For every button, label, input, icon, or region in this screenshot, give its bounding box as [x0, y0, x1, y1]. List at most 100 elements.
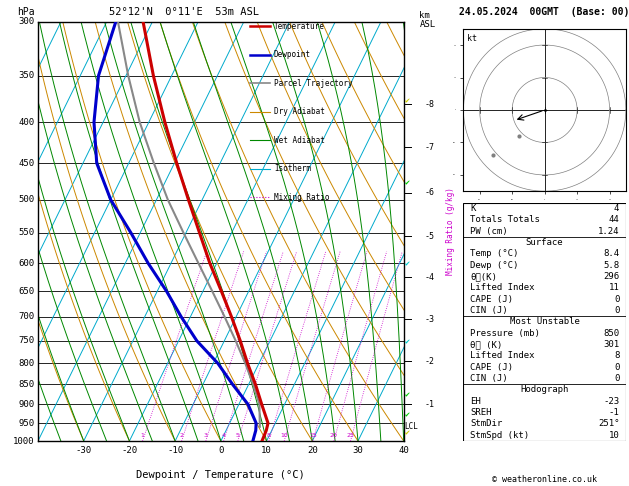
Text: 950: 950 — [19, 418, 35, 428]
Text: 450: 450 — [19, 158, 35, 168]
Text: ✔: ✔ — [404, 95, 409, 104]
Text: 800: 800 — [19, 359, 35, 368]
Text: -8: -8 — [425, 100, 435, 109]
Text: Hodograph: Hodograph — [520, 385, 569, 395]
Text: Lifted Index: Lifted Index — [470, 283, 535, 293]
Text: Dewpoint / Temperature (°C): Dewpoint / Temperature (°C) — [136, 470, 305, 480]
Text: 850: 850 — [19, 380, 35, 389]
Text: 24.05.2024  00GMT  (Base: 00): 24.05.2024 00GMT (Base: 00) — [459, 7, 629, 17]
Text: 40: 40 — [398, 446, 409, 455]
Text: 300: 300 — [19, 17, 35, 27]
Text: kt: kt — [467, 34, 477, 43]
Text: ✔: ✔ — [404, 390, 409, 399]
Text: Dewp (°C): Dewp (°C) — [470, 260, 518, 270]
Text: 10: 10 — [609, 431, 620, 440]
Text: 296: 296 — [603, 272, 620, 281]
Text: 350: 350 — [19, 71, 35, 80]
Text: 900: 900 — [19, 400, 35, 409]
Text: 0: 0 — [218, 446, 223, 455]
Text: Mixing Ratio (g/kg): Mixing Ratio (g/kg) — [447, 188, 455, 276]
Text: 3: 3 — [204, 433, 208, 438]
Text: Wet Adiabat: Wet Adiabat — [274, 136, 325, 145]
Text: 500: 500 — [19, 195, 35, 204]
Text: θᴇ (K): θᴇ (K) — [470, 340, 502, 349]
Text: 4: 4 — [614, 204, 620, 213]
Text: km: km — [420, 11, 430, 19]
Text: hPa: hPa — [17, 7, 35, 17]
Text: 5: 5 — [236, 433, 240, 438]
Text: 2: 2 — [180, 433, 184, 438]
Text: 20: 20 — [307, 446, 318, 455]
Text: 700: 700 — [19, 312, 35, 321]
Text: ASL: ASL — [420, 20, 435, 29]
Text: 650: 650 — [19, 287, 35, 295]
Text: 8: 8 — [267, 433, 271, 438]
Text: 400: 400 — [19, 118, 35, 127]
Text: 10: 10 — [281, 433, 288, 438]
Text: -5: -5 — [425, 232, 435, 241]
Text: -30: -30 — [75, 446, 92, 455]
Text: © weatheronline.co.uk: © weatheronline.co.uk — [492, 474, 597, 484]
Text: CIN (J): CIN (J) — [470, 306, 508, 315]
Text: EH: EH — [470, 397, 481, 406]
Text: 1000: 1000 — [13, 436, 35, 446]
Text: Temperature: Temperature — [274, 22, 325, 31]
Text: Isotherm: Isotherm — [274, 164, 311, 173]
Text: ✔: ✔ — [404, 428, 409, 437]
Text: Dry Adiabat: Dry Adiabat — [274, 107, 325, 116]
Text: 1: 1 — [141, 433, 145, 438]
Text: 5.8: 5.8 — [603, 260, 620, 270]
Text: 600: 600 — [19, 259, 35, 268]
Text: CAPE (J): CAPE (J) — [470, 363, 513, 372]
Text: 11: 11 — [609, 283, 620, 293]
Text: 44: 44 — [609, 215, 620, 225]
Text: θᴇ(K): θᴇ(K) — [470, 272, 497, 281]
Text: Dewpoint: Dewpoint — [274, 50, 311, 59]
Text: 15: 15 — [309, 433, 317, 438]
Text: PW (cm): PW (cm) — [470, 226, 508, 236]
Text: Pressure (mb): Pressure (mb) — [470, 329, 540, 338]
Text: -20: -20 — [121, 446, 138, 455]
Text: -1: -1 — [609, 408, 620, 417]
Text: -6: -6 — [425, 188, 435, 197]
Text: 10: 10 — [261, 446, 272, 455]
Text: 550: 550 — [19, 228, 35, 238]
Text: 25: 25 — [347, 433, 355, 438]
Text: LCL: LCL — [404, 422, 418, 431]
Text: ✔: ✔ — [404, 259, 409, 268]
Text: StmDir: StmDir — [470, 419, 502, 429]
Text: 301: 301 — [603, 340, 620, 349]
Text: SREH: SREH — [470, 408, 491, 417]
Text: Lifted Index: Lifted Index — [470, 351, 535, 361]
Text: CIN (J): CIN (J) — [470, 374, 508, 383]
Text: Surface: Surface — [526, 238, 564, 247]
Text: ✔: ✔ — [404, 177, 409, 187]
Text: 1.24: 1.24 — [598, 226, 620, 236]
Text: 251°: 251° — [598, 419, 620, 429]
Text: -23: -23 — [603, 397, 620, 406]
Text: 0: 0 — [614, 374, 620, 383]
Text: -1: -1 — [425, 400, 435, 409]
Text: K: K — [470, 204, 476, 213]
Text: Parcel Trajectory: Parcel Trajectory — [274, 79, 352, 87]
Text: Temp (°C): Temp (°C) — [470, 249, 518, 259]
Text: 8: 8 — [614, 351, 620, 361]
Text: 0: 0 — [614, 306, 620, 315]
Text: -10: -10 — [167, 446, 183, 455]
Text: 850: 850 — [603, 329, 620, 338]
Text: 8.4: 8.4 — [603, 249, 620, 259]
Text: -7: -7 — [425, 143, 435, 152]
Text: ✔: ✔ — [404, 409, 409, 418]
Text: ✔: ✔ — [404, 336, 409, 346]
Text: 0: 0 — [614, 295, 620, 304]
Text: 30: 30 — [353, 446, 364, 455]
Text: 750: 750 — [19, 336, 35, 346]
Text: Mixing Ratio: Mixing Ratio — [274, 192, 330, 202]
Text: -2: -2 — [425, 357, 435, 365]
Text: CAPE (J): CAPE (J) — [470, 295, 513, 304]
Text: -4: -4 — [425, 273, 435, 282]
Text: 52°12'N  0°11'E  53m ASL: 52°12'N 0°11'E 53m ASL — [109, 7, 259, 17]
Text: Totals Totals: Totals Totals — [470, 215, 540, 225]
Text: 20: 20 — [330, 433, 338, 438]
Text: 4: 4 — [221, 433, 226, 438]
